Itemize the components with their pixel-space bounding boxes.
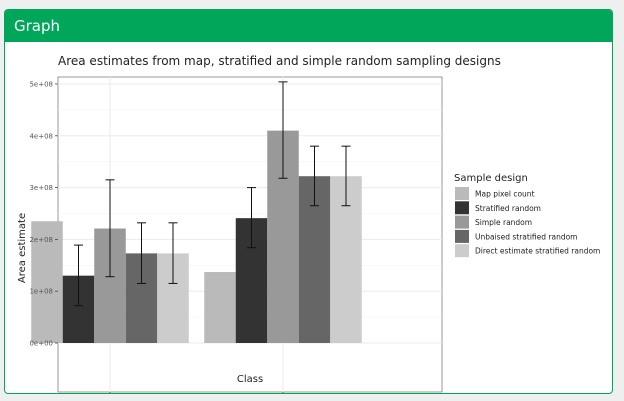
y-axis-label: Area estimate — [17, 213, 28, 283]
panel-body: Area estimates from map, stratified and … — [5, 42, 612, 393]
legend-swatch — [455, 229, 469, 243]
legend-label: Map pixel count — [475, 190, 535, 199]
bar — [31, 221, 63, 343]
graph-panel: Graph Area estimates from map, stratifie… — [4, 9, 613, 394]
chart: Area estimates from map, stratified and … — [17, 54, 600, 393]
panel-title: Graph — [5, 10, 612, 42]
legend-label: Simple random — [475, 218, 532, 227]
bar — [204, 272, 236, 343]
y-tick-label: 0e+00 — [29, 340, 53, 348]
y-axis: 0e+00 1e+08 2e+08 3e+08 4e+08 5e+08 — [29, 81, 58, 348]
y-tick-label: 3e+08 — [29, 184, 53, 192]
x-axis: 12 — [109, 392, 284, 393]
chart-title: Area estimates from map, stratified and … — [58, 54, 501, 68]
legend-swatch — [455, 244, 469, 258]
legend-items: Map pixel count Stratified random Simple r… — [455, 187, 600, 258]
y-tick-label: 1e+08 — [29, 288, 53, 296]
x-axis-label: Class — [237, 374, 263, 385]
y-tick-label: 5e+08 — [29, 81, 53, 89]
y-tick-label: 2e+08 — [29, 236, 53, 244]
legend-swatch — [455, 215, 469, 229]
error-bars — [74, 81, 351, 307]
y-tick-label: 4e+08 — [29, 132, 53, 140]
legend-title: Sample design — [454, 173, 528, 184]
legend: Sample design Map pixel count Stratified … — [454, 173, 600, 258]
legend-label: Unbaised stratified random — [475, 232, 577, 241]
legend-swatch — [455, 201, 469, 215]
legend-swatch — [455, 187, 469, 200]
legend-label: Direct estimate stratified random — [475, 247, 600, 256]
legend-label: Stratified random — [475, 204, 541, 213]
